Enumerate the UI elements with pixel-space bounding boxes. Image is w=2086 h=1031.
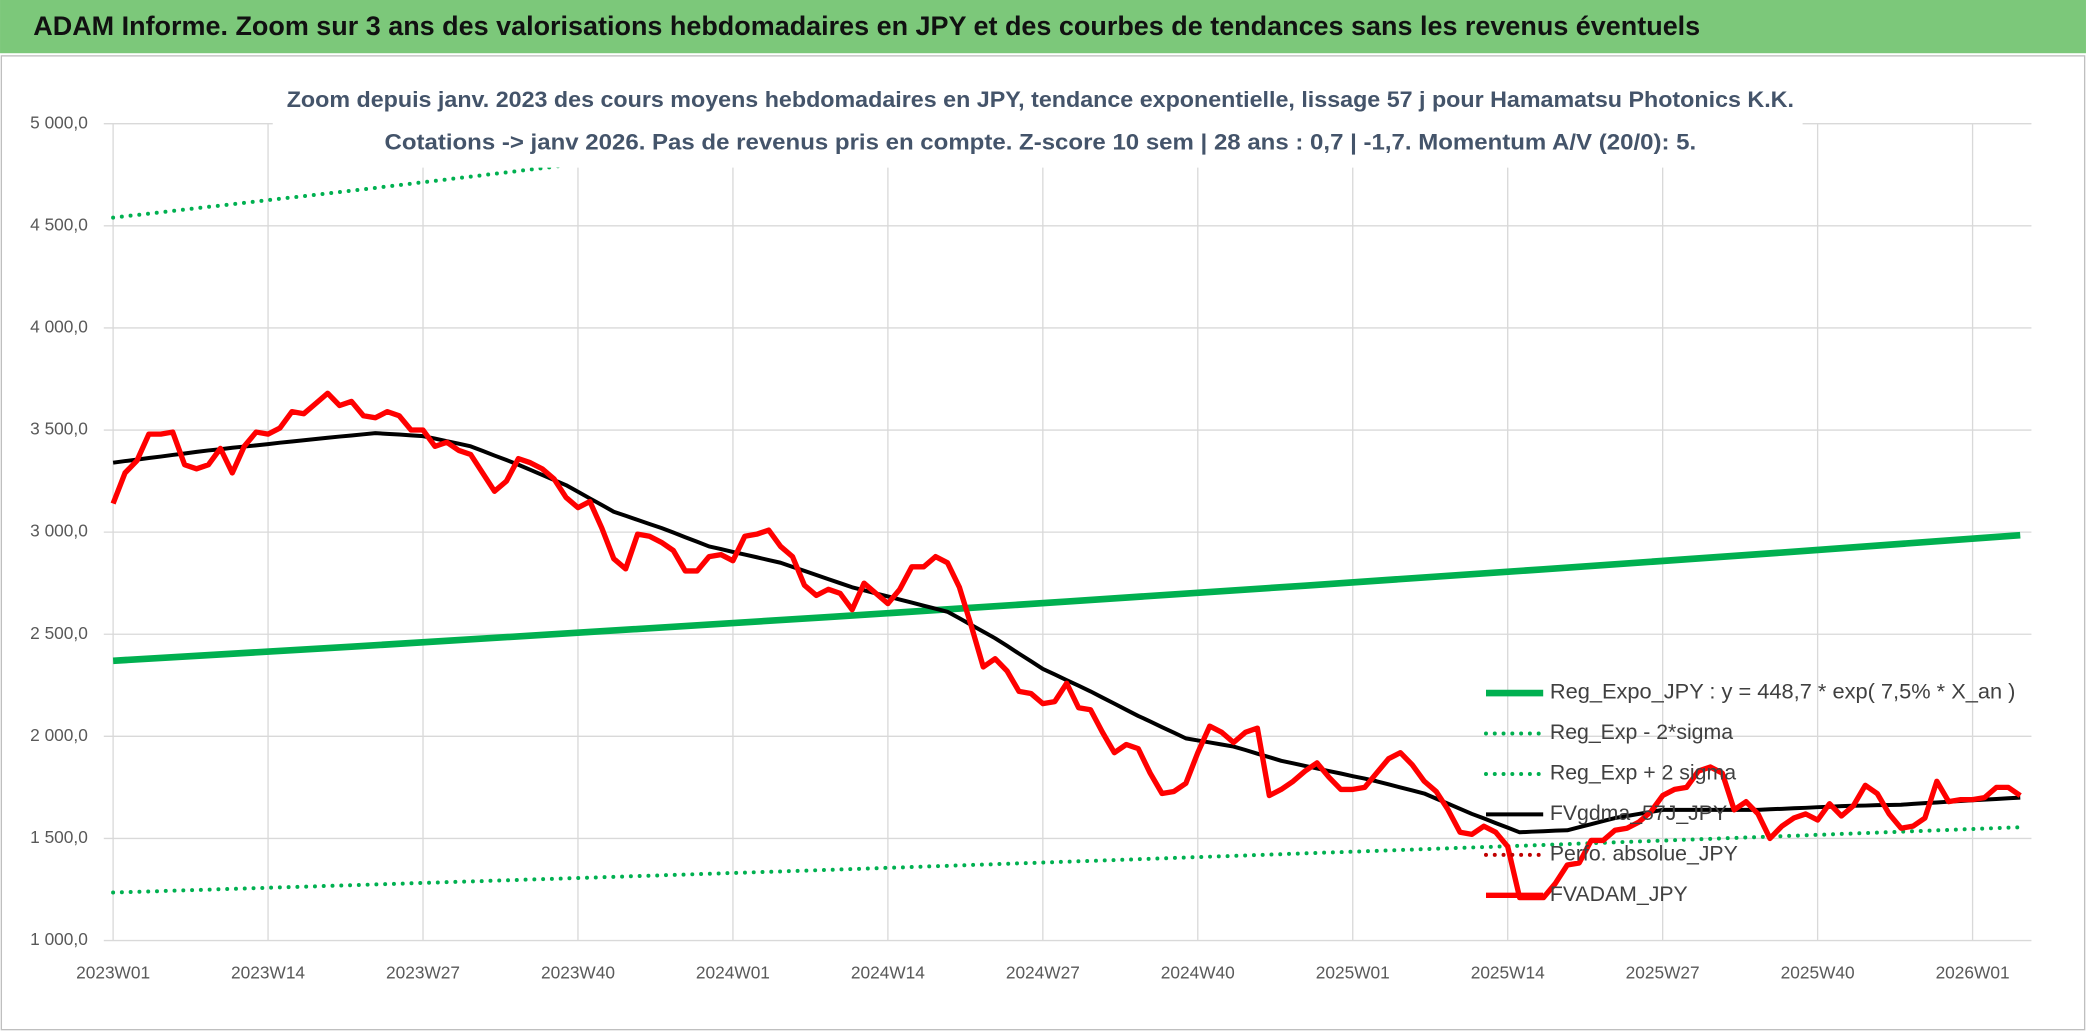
x-tick-label: 2025W27 [1626, 962, 1700, 982]
series-line [112, 531, 2021, 665]
x-tick-label: 2025W01 [1316, 962, 1390, 982]
x-tick-label: 2024W40 [1161, 962, 1235, 982]
x-tick-label: 2025W14 [1471, 962, 1545, 982]
header-title: ADAM Informe. Zoom sur 3 ans des valoris… [33, 11, 1700, 41]
y-tick-label: 1 000,0 [30, 929, 88, 949]
legend-label: Reg_Exp - 2*sigma [1550, 720, 1733, 744]
legend-label: FVgdma_57J_JPY [1550, 801, 1727, 825]
title-box [272, 77, 1803, 168]
y-tick-label: 4 000,0 [30, 316, 88, 336]
series-line [111, 825, 2023, 895]
legend-label: Reg_Exp + 2 sigma [1550, 761, 1736, 785]
y-tick-label: 4 500,0 [30, 214, 88, 234]
x-tick-label: 2024W27 [1006, 962, 1080, 982]
x-tick-label: 2025W40 [1781, 962, 1855, 982]
chart-title: Zoom depuis janv. 2023 des cours moyens … [287, 87, 1794, 112]
y-tick-label: 2 000,0 [30, 725, 88, 745]
chart-subtitle: Cotations -> janv 2026. Pas de revenus p… [384, 130, 1696, 155]
x-tick-label: 2024W01 [696, 962, 770, 982]
header-bar [0, 0, 2086, 54]
y-tick-label: 1 500,0 [30, 827, 88, 847]
y-tick-label: 3 500,0 [30, 419, 88, 439]
y-tick-label: 3 000,0 [30, 521, 88, 541]
x-tick-label: 2023W14 [231, 962, 305, 982]
x-tick-label: 2023W01 [76, 962, 150, 982]
x-tick-label: 2023W40 [541, 962, 615, 982]
y-tick-label: 2 500,0 [30, 623, 88, 643]
x-tick-label: 2026W01 [1936, 962, 2010, 982]
series-line [110, 390, 2022, 901]
x-tick-label: 2023W27 [386, 962, 460, 982]
legend-label: Perfo. absolue_JPY [1550, 841, 1738, 865]
legend-label: FVADAM_JPY [1550, 882, 1688, 906]
x-tick-label: 2024W14 [851, 962, 925, 982]
y-tick-label: 5 000,0 [30, 112, 88, 132]
legend-label: Reg_Expo_JPY : y = 448,7 * exp( 7,5% * X… [1550, 680, 2016, 704]
